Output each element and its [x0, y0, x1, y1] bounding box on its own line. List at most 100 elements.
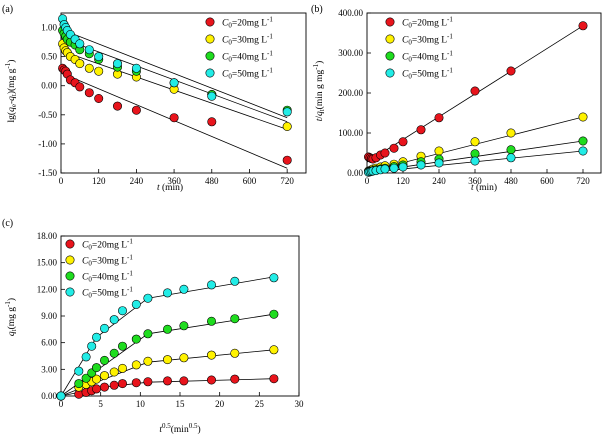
data-point — [282, 122, 292, 132]
data-point — [506, 66, 516, 76]
x-tick-label: 0 — [59, 399, 64, 409]
data-point — [207, 375, 217, 385]
panel-b-ylabel: t/qt(min g mg-1) — [312, 61, 326, 122]
panel-c-xlabel: t0.5(min0.5) — [159, 422, 200, 435]
data-point — [84, 45, 94, 55]
data-point — [434, 146, 444, 156]
data-point — [100, 355, 110, 365]
y-tick-label: 12.00 — [37, 284, 58, 294]
data-point — [131, 105, 141, 115]
data-point — [207, 280, 217, 290]
x-tick-label: 600 — [540, 176, 554, 186]
x-tick-label: 720 — [280, 176, 294, 186]
legend-label: C0=20mg L-1 — [222, 16, 273, 30]
data-point — [506, 145, 516, 155]
legend-marker — [205, 51, 215, 61]
data-point — [380, 148, 390, 158]
data-point — [100, 323, 110, 333]
data-point — [92, 363, 102, 373]
data-point — [75, 59, 85, 69]
data-point — [131, 378, 141, 388]
data-point — [74, 366, 84, 376]
panel-c-ylabel: qt(mg g-1) — [4, 298, 18, 336]
x-tick-label: 600 — [243, 176, 257, 186]
data-point — [207, 316, 217, 326]
data-point — [230, 314, 240, 324]
data-point — [143, 293, 153, 303]
data-point — [398, 137, 408, 147]
legend-label: C0=30mg L-1 — [222, 33, 273, 47]
panel-a-label: (a) — [2, 4, 13, 15]
data-point — [131, 334, 141, 344]
legend-marker — [65, 287, 75, 297]
data-point — [269, 273, 279, 283]
legend-marker — [385, 51, 395, 61]
data-point — [92, 374, 102, 384]
y-tick-label: 100.00 — [338, 128, 363, 138]
data-point — [84, 63, 94, 73]
data-point — [163, 288, 173, 298]
legend-label: C0=50mg L-1 — [402, 67, 453, 81]
data-point — [282, 107, 292, 117]
x-tick-label: 120 — [92, 176, 106, 186]
y-tick-label: 15.00 — [37, 258, 58, 268]
data-point — [94, 94, 104, 104]
data-point — [131, 63, 141, 73]
data-point — [118, 306, 128, 316]
data-point — [81, 352, 91, 362]
data-point — [434, 113, 444, 123]
data-point — [416, 160, 426, 170]
x-tick-label: 360 — [167, 176, 181, 186]
data-point — [470, 156, 480, 166]
legend-label: C0=20mg L-1 — [402, 16, 453, 30]
x-tick-label: 5 — [98, 399, 103, 409]
y-tick-label: 9.00 — [41, 311, 57, 321]
legend-label: C0=30mg L-1 — [402, 33, 453, 47]
data-point — [169, 113, 179, 123]
data-point — [230, 348, 240, 358]
data-point — [269, 345, 279, 355]
x-tick-label: 120 — [396, 176, 410, 186]
x-tick-label: 480 — [504, 176, 518, 186]
legend-label: C0=50mg L-1 — [82, 286, 133, 300]
data-point — [578, 21, 588, 31]
data-point — [506, 128, 516, 138]
data-point — [109, 367, 119, 377]
y-tick-label: 18.00 — [37, 231, 58, 241]
y-tick-label: 400.00 — [338, 8, 363, 18]
data-point — [163, 376, 173, 386]
panel-b-xlabel: t (min) — [471, 182, 497, 193]
data-point — [87, 341, 97, 351]
legend-marker — [205, 17, 215, 27]
data-point — [94, 66, 104, 76]
data-point — [94, 52, 104, 62]
data-point — [131, 299, 141, 309]
x-tick-label: 360 — [468, 176, 482, 186]
data-point — [92, 384, 102, 394]
legend-label: C0=40mg L-1 — [402, 50, 453, 64]
legend-marker — [65, 255, 75, 265]
data-point — [380, 164, 390, 174]
data-point — [179, 353, 189, 363]
data-point — [109, 348, 119, 358]
panel-c: (c) qt(mg g-1) t0.5(min0.5) 0 5 10 15 20 25 30… — [2, 218, 304, 435]
data-point — [109, 380, 119, 390]
data-point — [84, 88, 94, 98]
data-point — [389, 143, 399, 153]
data-point — [578, 146, 588, 156]
legend-label: C0=20mg L-1 — [82, 238, 133, 252]
data-point — [578, 136, 588, 146]
x-tick-label: 240 — [432, 176, 446, 186]
legend-marker — [65, 239, 75, 249]
panel-a: (a) lg(qe-qt)(mg g-1) t (min) 0 120 240 360… — [2, 4, 307, 193]
data-point — [470, 86, 480, 96]
data-point — [143, 356, 153, 366]
data-point — [207, 91, 217, 101]
legend-marker — [205, 34, 215, 44]
legend-label: C0=40mg L-1 — [222, 50, 273, 64]
legend-label: C0=40mg L-1 — [82, 270, 133, 284]
data-point — [506, 153, 516, 163]
legend-label: C0=30mg L-1 — [82, 254, 133, 268]
y-tick-label: 0.50 — [41, 52, 57, 62]
data-point — [470, 137, 480, 147]
